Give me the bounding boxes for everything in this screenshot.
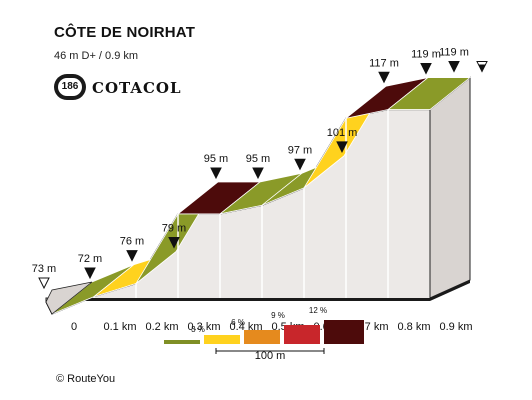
legend-label: 12 % [309, 306, 327, 315]
legend-label: 6 % [231, 318, 245, 327]
page-title: CÔTE DE NOIRHAT [54, 24, 196, 41]
distance-tick-label: 0 [71, 321, 77, 333]
credit: © RouteYou [56, 373, 115, 385]
distance-tick-label: 0.9 km [439, 321, 472, 333]
profile-base [46, 298, 430, 301]
cotacol-badge: 186 [54, 74, 86, 100]
profile-dividers [93, 109, 389, 298]
gradient-legend: 3 % 6 % 9 % 12 % 100 m [164, 306, 364, 362]
elevation-marker-label: 76 m [120, 236, 144, 248]
elevation-marker-icon [168, 237, 180, 249]
elevation-marker-label: 117 m [369, 57, 399, 69]
profile-base-side [430, 280, 470, 301]
summit-marker-inner-icon [478, 64, 486, 71]
elevation-marker-label: 101 m [327, 127, 358, 139]
elevation-marker-label: 95 m [204, 153, 228, 165]
credit-text: RouteYou [67, 373, 116, 385]
elevation-marker-icon [336, 141, 348, 153]
legend-swatch [284, 325, 320, 344]
elevation-marker-icon [420, 63, 432, 75]
profile-start-lip [45, 281, 93, 315]
elevation-marker-icon [252, 167, 264, 180]
legend-swatch [244, 330, 280, 344]
elevation-marker-icon [84, 267, 96, 280]
profile-top-ribbon [45, 77, 472, 315]
elevation-marker-label: 119 m [411, 49, 441, 61]
legend-swatch [204, 335, 240, 344]
copyright-icon: © [56, 373, 65, 385]
profile-segment [386, 77, 472, 110]
legend-swatch [164, 340, 200, 344]
start-marker-label: 73 m [32, 263, 56, 275]
elevation-marker-label: 79 m [162, 223, 186, 235]
distance-tick-label: 0.8 km [397, 321, 430, 333]
distance-tick-label: 0.3 km [187, 321, 220, 333]
legend-label: 9 % [271, 311, 285, 320]
scale-label: 100 m [255, 350, 286, 362]
elevation-marker-icon [210, 167, 222, 180]
climb-summary: 46 m D+ / 0.9 km [54, 50, 139, 62]
elevation-marker-icon [448, 61, 460, 73]
elevation-marker-label: 95 m [246, 153, 270, 165]
distance-tick-label: 0.1 km [103, 321, 136, 333]
distance-tick-label: 0.2 km [145, 321, 178, 333]
elevation-marker-label: 119 m [439, 47, 469, 59]
cotacol-number: 186 [58, 78, 82, 96]
start-marker-icon [38, 277, 50, 290]
elevation-marker-icon [294, 158, 306, 171]
profile-side [429, 76, 471, 299]
elevation-marker-icon [126, 250, 138, 262]
elevation-marker-label: 97 m [288, 144, 312, 156]
cotacol-brand: COTACOL [92, 79, 182, 97]
elevation-marker-icon [378, 71, 390, 84]
legend-label: 3 % [191, 325, 205, 334]
elevation-markers: 73 m 72 m 76 m 79 m 95 m 95 m 97 m 101 m 117 m 11… [32, 47, 488, 290]
elevation-marker-label: 72 m [78, 253, 102, 265]
legend-swatch [324, 320, 364, 344]
